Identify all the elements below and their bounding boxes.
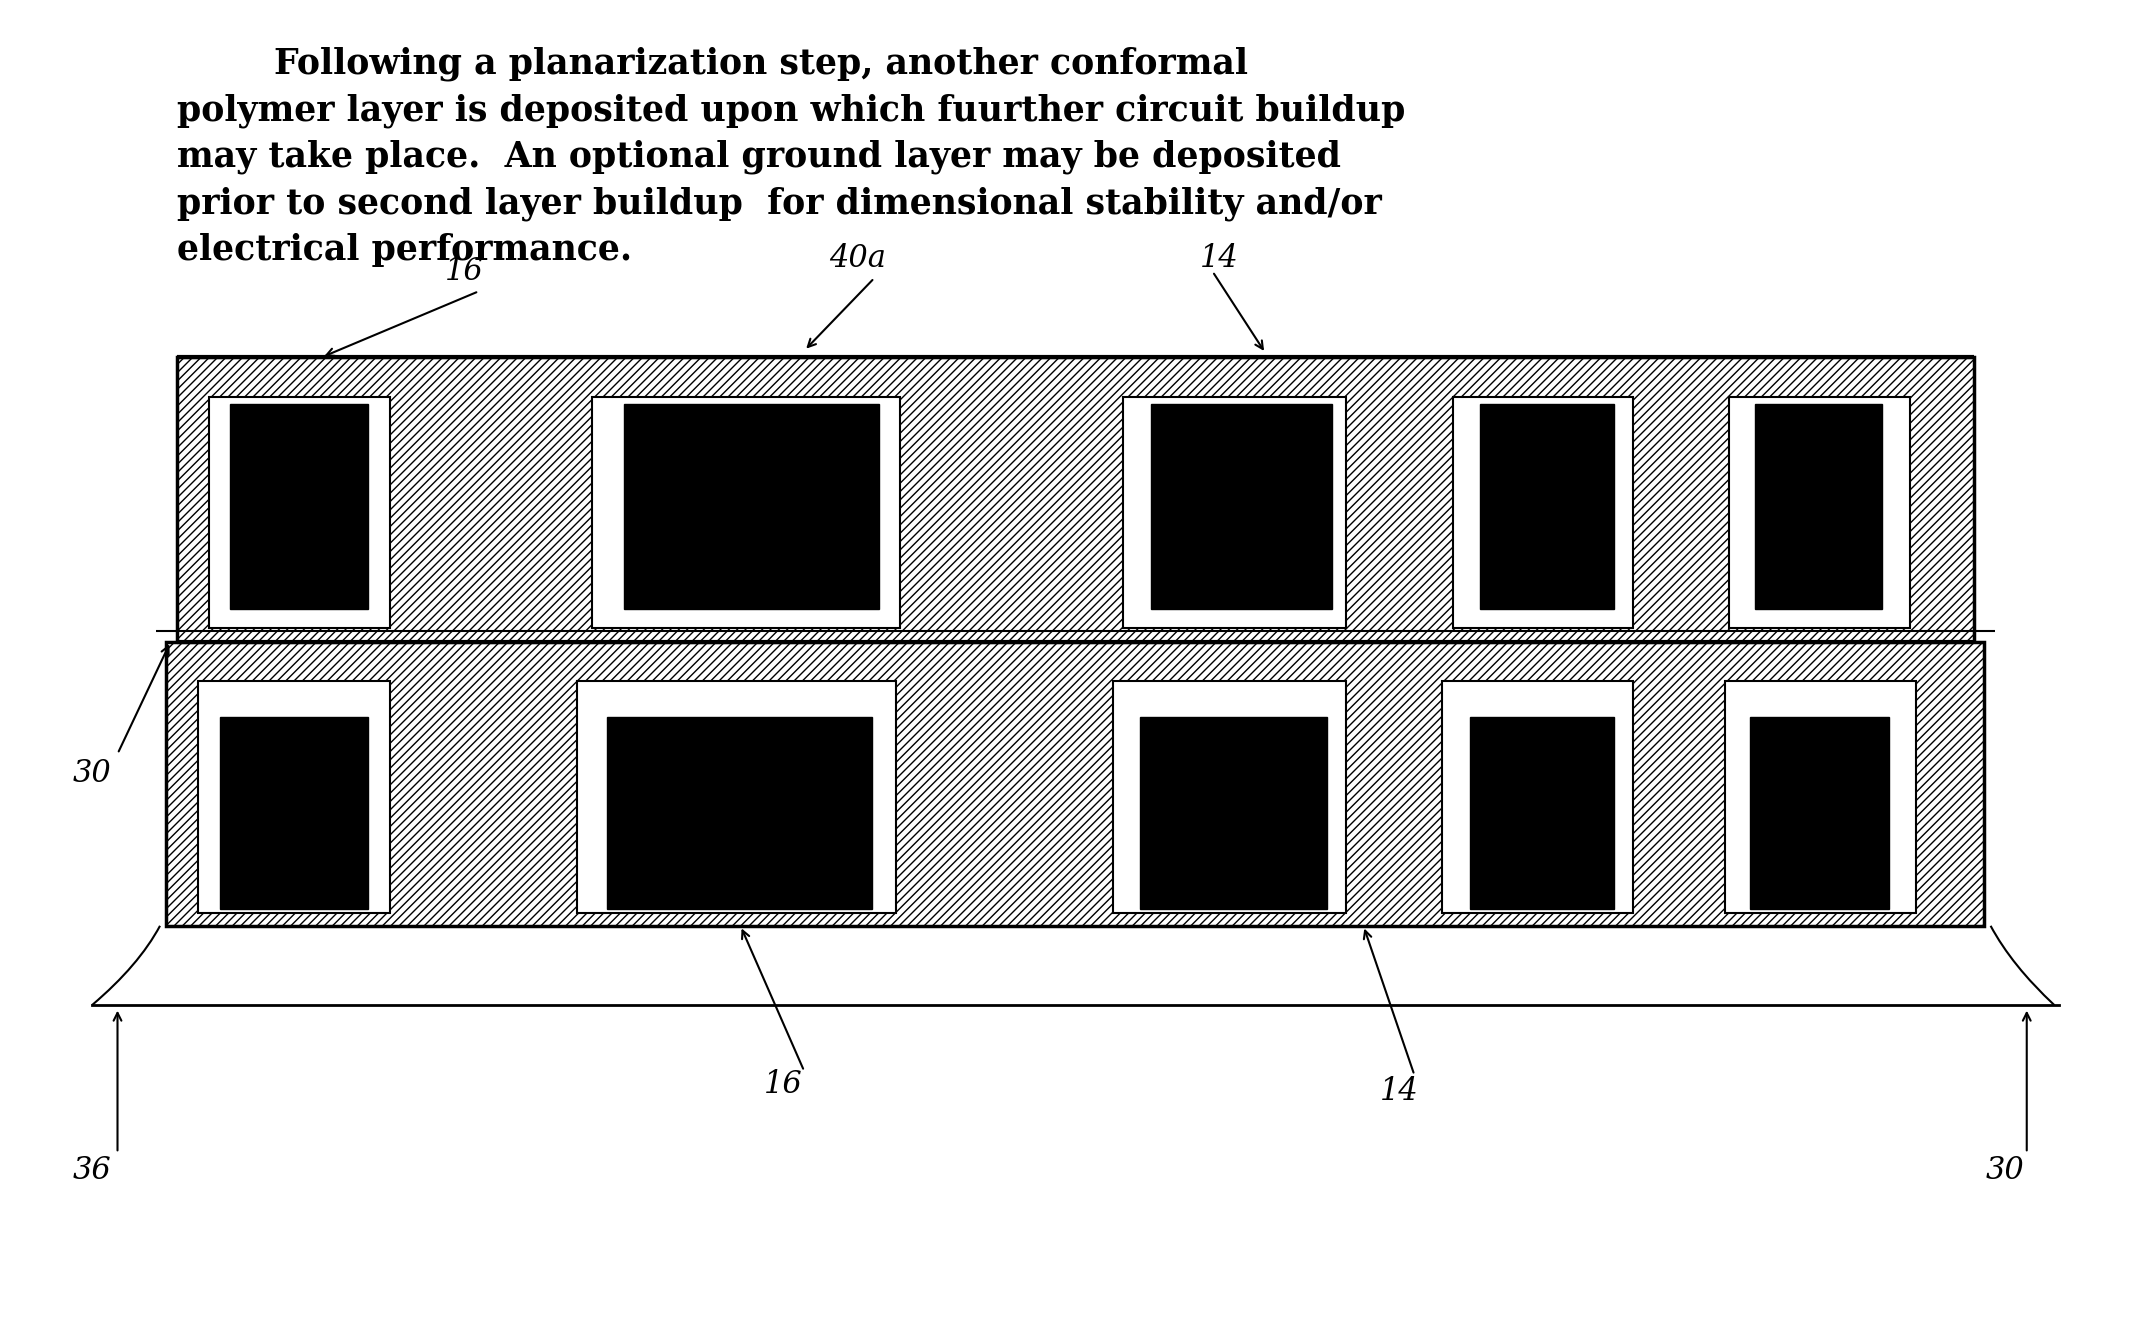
Text: 14: 14 <box>1380 1075 1419 1106</box>
Bar <box>1755 403 1883 608</box>
Text: Following a planarization step, another conformal
polymer layer is deposited upo: Following a planarization step, another … <box>178 47 1406 267</box>
Text: 30: 30 <box>73 759 111 790</box>
Text: 16: 16 <box>764 1069 802 1100</box>
Text: 36: 36 <box>73 1154 111 1186</box>
Bar <box>578 681 897 912</box>
Text: 40a: 40a <box>828 243 886 274</box>
Bar <box>1151 403 1331 608</box>
Bar <box>591 397 901 628</box>
Bar <box>1729 397 1909 628</box>
Bar <box>606 717 873 908</box>
Bar <box>1124 397 1346 628</box>
Bar <box>199 681 389 912</box>
Bar <box>1725 681 1915 912</box>
Text: 14: 14 <box>1198 243 1239 274</box>
Bar <box>1751 717 1890 908</box>
Bar <box>220 717 368 908</box>
Bar <box>1470 717 1614 908</box>
Bar <box>1453 397 1633 628</box>
Bar <box>1442 681 1633 912</box>
Bar <box>1141 717 1327 908</box>
Text: 30: 30 <box>1986 1154 2024 1186</box>
Bar <box>1113 681 1346 912</box>
Bar <box>623 403 880 608</box>
Bar <box>1481 403 1614 608</box>
Bar <box>210 397 389 628</box>
Text: 16: 16 <box>445 257 484 287</box>
Bar <box>178 357 1973 641</box>
Bar <box>231 403 368 608</box>
Bar <box>167 641 1984 926</box>
